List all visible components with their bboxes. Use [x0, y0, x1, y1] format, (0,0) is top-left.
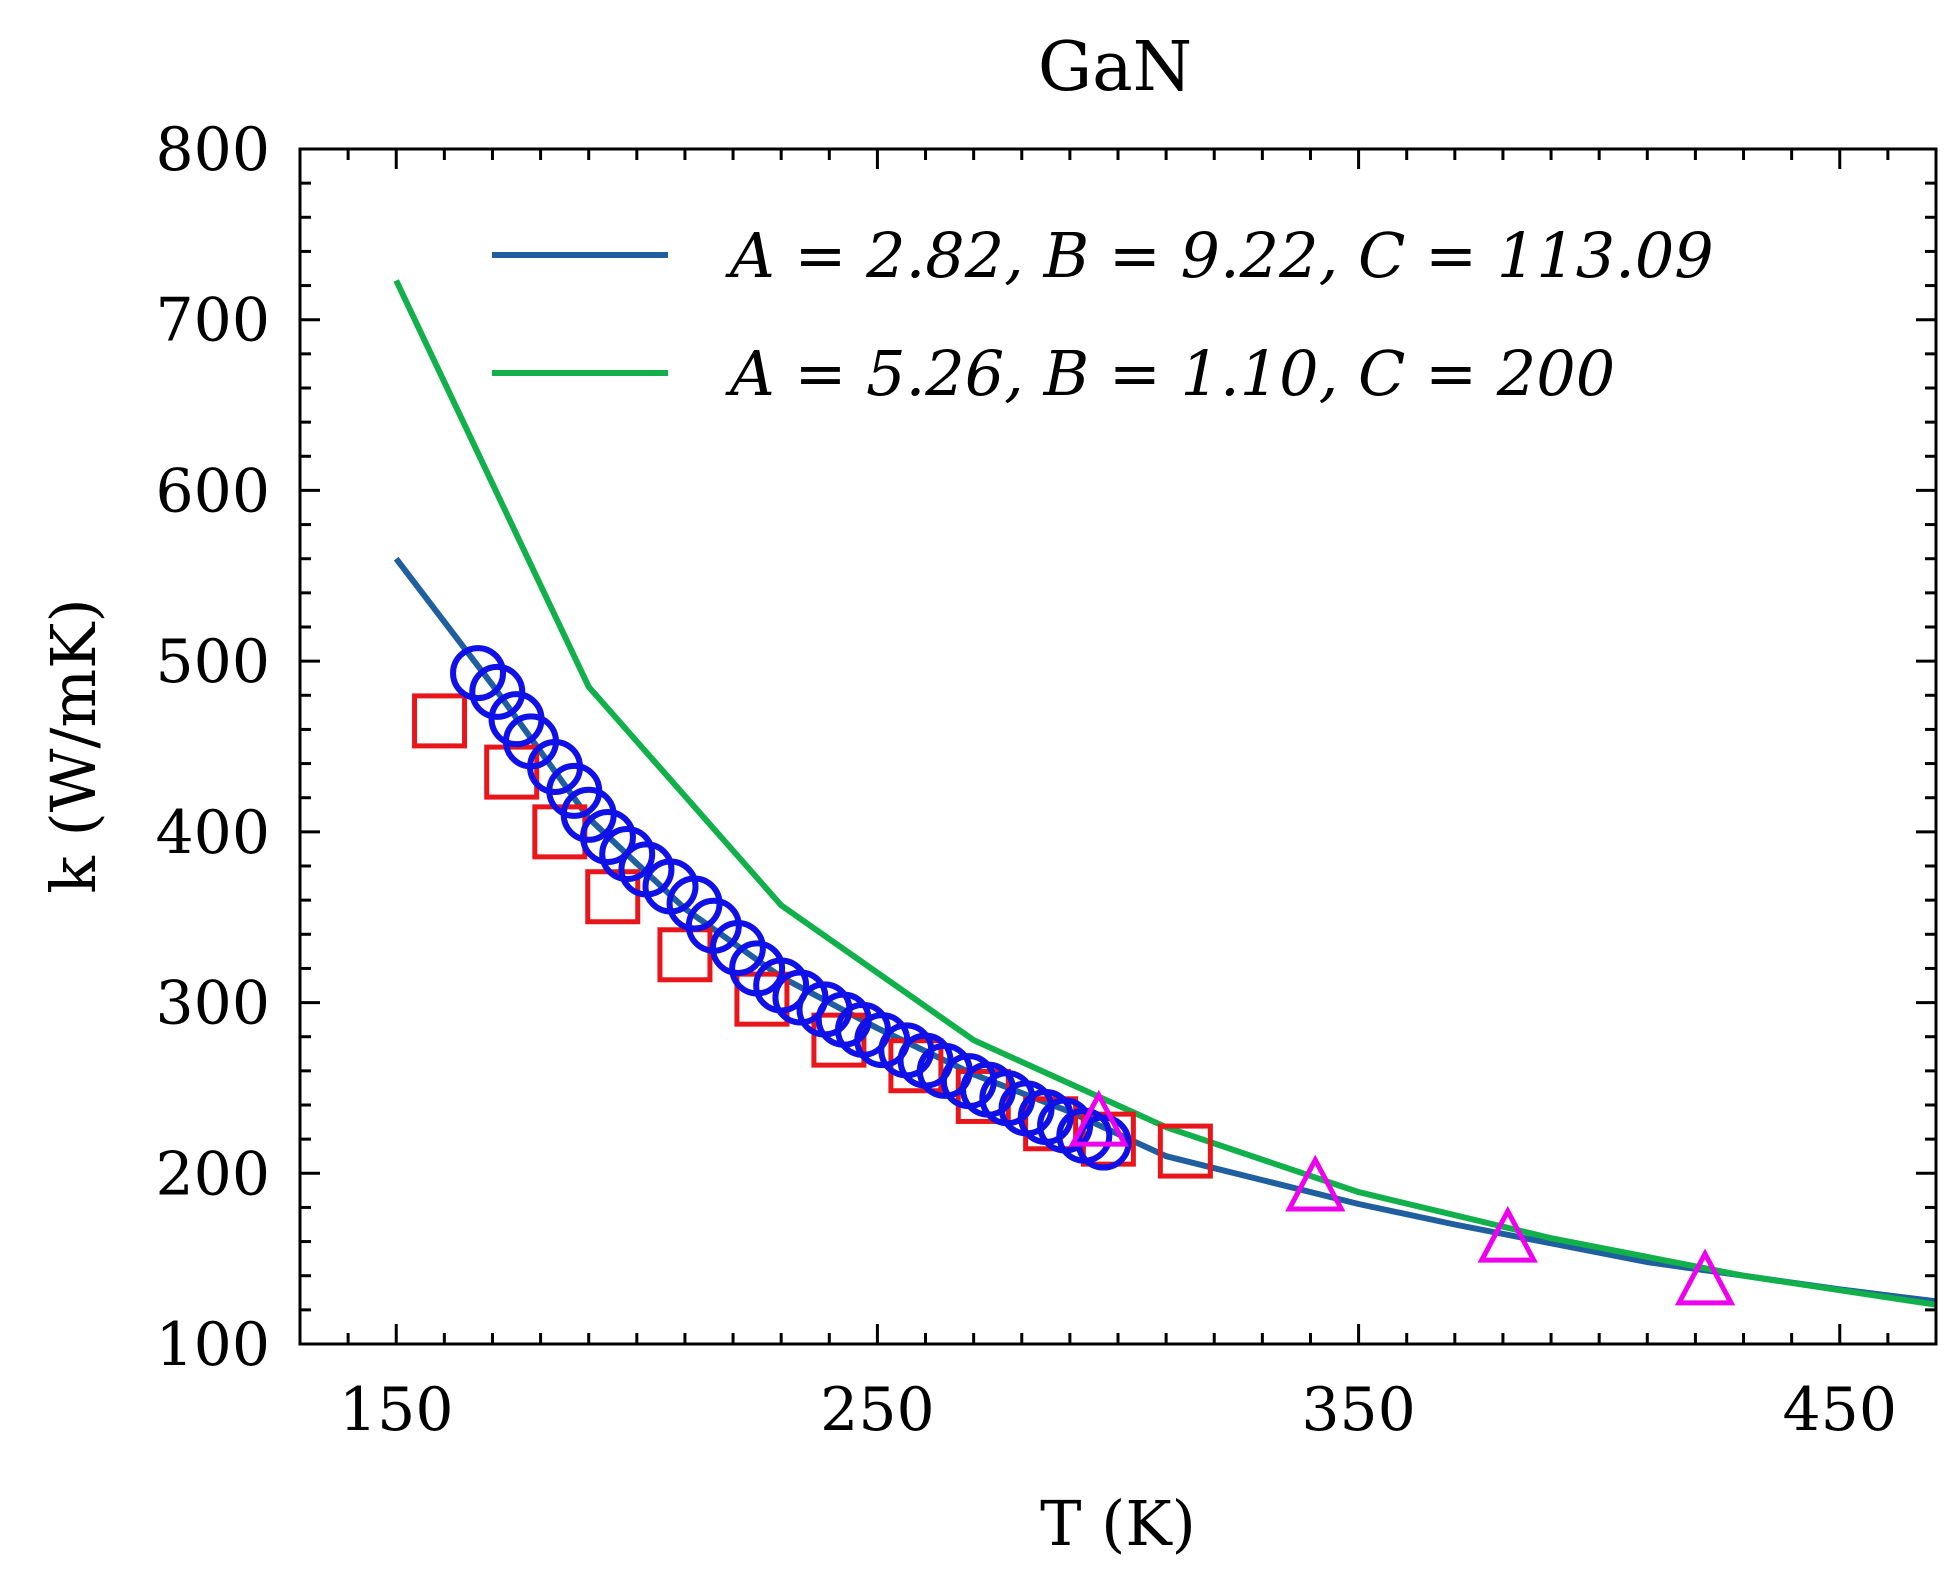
plot-area — [393, 279, 1936, 1308]
x-tick-label: 450 — [1782, 1375, 1897, 1445]
x-axis-title: T (K) — [1040, 1487, 1196, 1560]
y-axis-title: k (W/mK) — [37, 598, 110, 893]
y-tick-label: 300 — [155, 969, 270, 1039]
square-marker — [1157, 1123, 1213, 1179]
chart-title: GaN — [1038, 28, 1192, 107]
legend-label-1: A = 2.82, B = 9.22, C = 113.09 — [725, 219, 1714, 292]
y-tick-label: 600 — [155, 456, 270, 526]
square-marker — [657, 927, 713, 983]
square-marker — [484, 744, 540, 800]
circle-marker — [599, 826, 656, 883]
square-marker — [412, 693, 468, 749]
legend-label-2: A = 5.26, B = 1.10, C = 200 — [725, 337, 1615, 410]
circle-marker — [450, 645, 507, 702]
square-marker — [955, 1068, 1011, 1124]
x-tick-label: 250 — [820, 1375, 935, 1445]
y-tick-label: 100 — [155, 1310, 270, 1380]
triangle-marker — [1477, 1205, 1538, 1263]
y-tick-label: 700 — [155, 286, 270, 356]
plot-frame — [298, 147, 1938, 1346]
triangle-marker — [1674, 1248, 1736, 1306]
square-marker — [811, 1012, 867, 1068]
axes: 150 250 350 450 100 200 300 400 500 600 700 800 — [155, 115, 1938, 1445]
circle-marker — [579, 808, 636, 865]
y-tick-label: 200 — [155, 1139, 270, 1209]
y-tick-label: 500 — [155, 627, 270, 697]
y-tick-label: 400 — [155, 798, 270, 868]
x-tick-label: 350 — [1301, 1375, 1416, 1445]
triangle-marker — [1285, 1154, 1346, 1212]
y-tick-label: 800 — [155, 115, 270, 185]
x-tick-label: 150 — [339, 1375, 454, 1445]
triangle-marker — [1068, 1089, 1129, 1147]
series-line-2 — [393, 279, 1936, 1308]
circle-marker — [709, 919, 766, 976]
legend: A = 2.82, B = 9.22, C = 113.09 A = 5.26, … — [492, 219, 1714, 410]
series-line-1 — [393, 556, 1936, 1305]
